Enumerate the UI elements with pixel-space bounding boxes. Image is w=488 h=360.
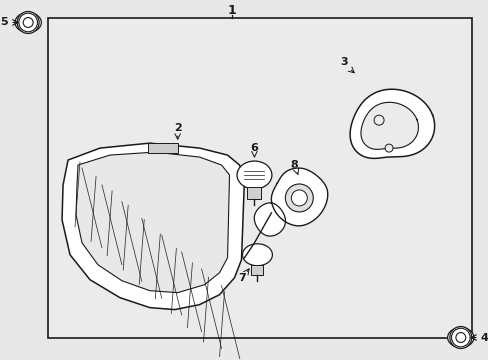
Bar bbox=[247, 187, 261, 199]
Circle shape bbox=[17, 12, 39, 33]
Text: 6: 6 bbox=[250, 143, 258, 153]
Ellipse shape bbox=[15, 13, 41, 32]
Bar bbox=[147, 143, 177, 153]
Bar bbox=[251, 265, 263, 275]
Circle shape bbox=[285, 184, 313, 212]
Text: 1: 1 bbox=[227, 4, 235, 17]
Circle shape bbox=[450, 328, 469, 347]
Polygon shape bbox=[62, 143, 244, 310]
Polygon shape bbox=[349, 89, 434, 158]
Circle shape bbox=[22, 17, 34, 28]
Text: 5: 5 bbox=[0, 18, 8, 27]
Text: 2: 2 bbox=[173, 123, 181, 133]
Circle shape bbox=[23, 18, 33, 27]
Circle shape bbox=[19, 13, 38, 32]
Ellipse shape bbox=[242, 244, 272, 266]
Circle shape bbox=[384, 144, 392, 152]
Text: 7: 7 bbox=[238, 273, 246, 283]
Text: 3: 3 bbox=[340, 57, 347, 67]
Polygon shape bbox=[271, 168, 327, 226]
Polygon shape bbox=[76, 152, 229, 293]
Ellipse shape bbox=[237, 161, 271, 189]
Circle shape bbox=[373, 115, 383, 125]
Text: 8: 8 bbox=[290, 160, 298, 170]
Text: 4: 4 bbox=[480, 333, 488, 342]
Polygon shape bbox=[254, 203, 285, 236]
Circle shape bbox=[449, 327, 471, 348]
Bar bbox=[48, 18, 471, 338]
Circle shape bbox=[291, 190, 306, 206]
Circle shape bbox=[455, 333, 465, 342]
Polygon shape bbox=[360, 102, 418, 149]
Ellipse shape bbox=[447, 328, 473, 347]
Circle shape bbox=[454, 332, 466, 343]
